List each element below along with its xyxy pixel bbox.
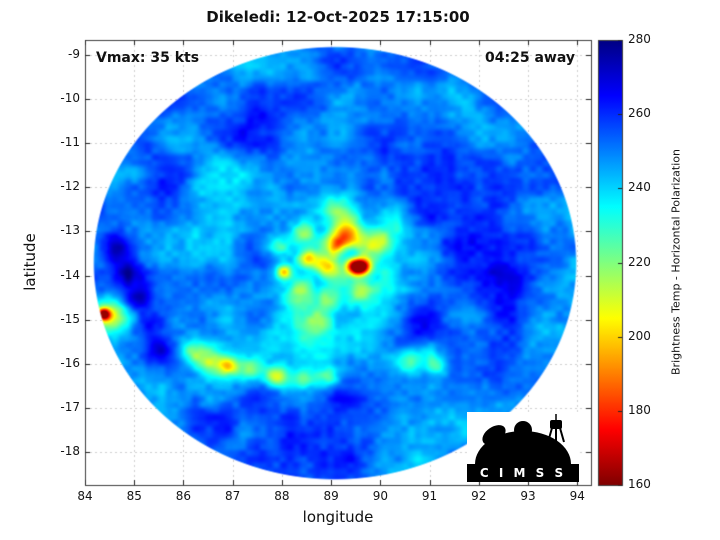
colorbar-tick-label: 240 <box>628 180 651 195</box>
x-tick-label: 87 <box>225 489 241 503</box>
x-tick-label: 85 <box>126 489 142 503</box>
satellite-dish-icon <box>482 425 506 445</box>
y-tick-label: -15 <box>60 311 80 326</box>
colorbar-tick-label: 200 <box>628 328 651 343</box>
y-tick-label: -12 <box>60 179 80 194</box>
colorbar-tick-label: 220 <box>628 254 651 269</box>
x-tick-label: 89 <box>323 489 339 503</box>
y-tick-label: -18 <box>60 443 80 458</box>
water-tower-legs <box>547 427 565 443</box>
cimss-logo: C I M S S <box>467 412 579 482</box>
x-tick-label: 93 <box>520 489 536 503</box>
x-tick-label: 86 <box>175 489 192 503</box>
colorbar-tick-label: 160 <box>628 477 651 491</box>
x-tick-label: 92 <box>471 489 487 503</box>
x-axis-label: longitude <box>302 508 374 526</box>
logo-text: C I M S S <box>480 466 566 480</box>
page-title: Dikeledi: 12-Oct-2025 17:15:00 <box>206 8 470 26</box>
colorbar-tick-label: 180 <box>628 402 651 417</box>
dish-mast <box>495 439 503 451</box>
colorbar-tick-label: 260 <box>628 106 651 121</box>
observatory-dome-icon <box>514 421 532 439</box>
colorbar-tick-label: 280 <box>628 32 651 46</box>
y-tick-label: -10 <box>60 91 80 106</box>
colorbar-label: Brightness Temp - Horizontal Polarizatio… <box>669 149 683 375</box>
x-tick-label: 90 <box>372 489 388 503</box>
y-axis-label: latitude <box>21 233 39 291</box>
x-tick-label: 94 <box>569 489 585 503</box>
water-tower-tank <box>550 420 562 429</box>
y-tick-label: -11 <box>60 135 80 150</box>
vmax-annotation: Vmax: 35 kts <box>96 50 200 66</box>
logo-text-bar <box>467 464 579 482</box>
time-away-annotation: 04:25 away <box>485 50 575 66</box>
x-tick-label: 91 <box>421 489 438 503</box>
y-tick-label: -16 <box>60 355 80 370</box>
x-tick-label: 88 <box>274 489 290 503</box>
y-tick-label: -17 <box>60 399 80 414</box>
y-tick-label: -13 <box>60 223 80 238</box>
y-tick-label: -9 <box>68 46 80 61</box>
y-tick-label: -14 <box>60 267 80 282</box>
x-tick-label: 84 <box>77 489 93 503</box>
